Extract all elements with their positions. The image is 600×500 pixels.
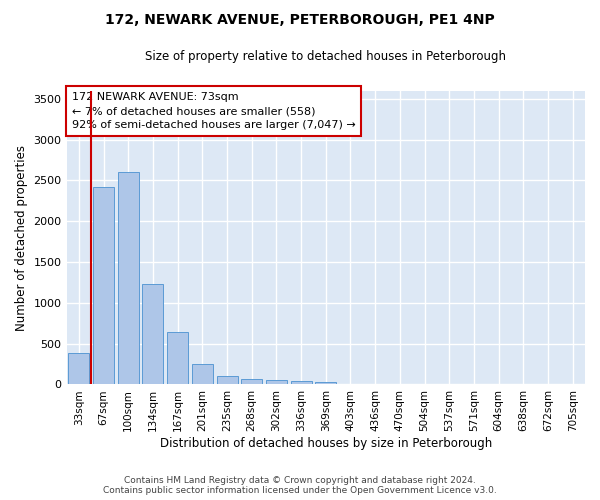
Bar <box>93 187 114 384</box>
Bar <box>167 332 188 384</box>
Bar <box>68 352 89 384</box>
Bar <box>217 376 238 384</box>
Bar <box>315 382 336 384</box>
Bar <box>192 364 213 384</box>
X-axis label: Distribution of detached houses by size in Peterborough: Distribution of detached houses by size … <box>160 437 492 450</box>
Bar <box>290 381 311 384</box>
Text: Contains HM Land Registry data © Crown copyright and database right 2024.
Contai: Contains HM Land Registry data © Crown c… <box>103 476 497 495</box>
Bar <box>142 284 163 384</box>
Text: 172, NEWARK AVENUE, PETERBOROUGH, PE1 4NP: 172, NEWARK AVENUE, PETERBOROUGH, PE1 4N… <box>105 12 495 26</box>
Title: Size of property relative to detached houses in Peterborough: Size of property relative to detached ho… <box>145 50 506 63</box>
Bar <box>266 380 287 384</box>
Bar <box>241 379 262 384</box>
Y-axis label: Number of detached properties: Number of detached properties <box>15 144 28 330</box>
Bar <box>118 172 139 384</box>
Text: 172 NEWARK AVENUE: 73sqm
← 7% of detached houses are smaller (558)
92% of semi-d: 172 NEWARK AVENUE: 73sqm ← 7% of detache… <box>72 92 355 130</box>
